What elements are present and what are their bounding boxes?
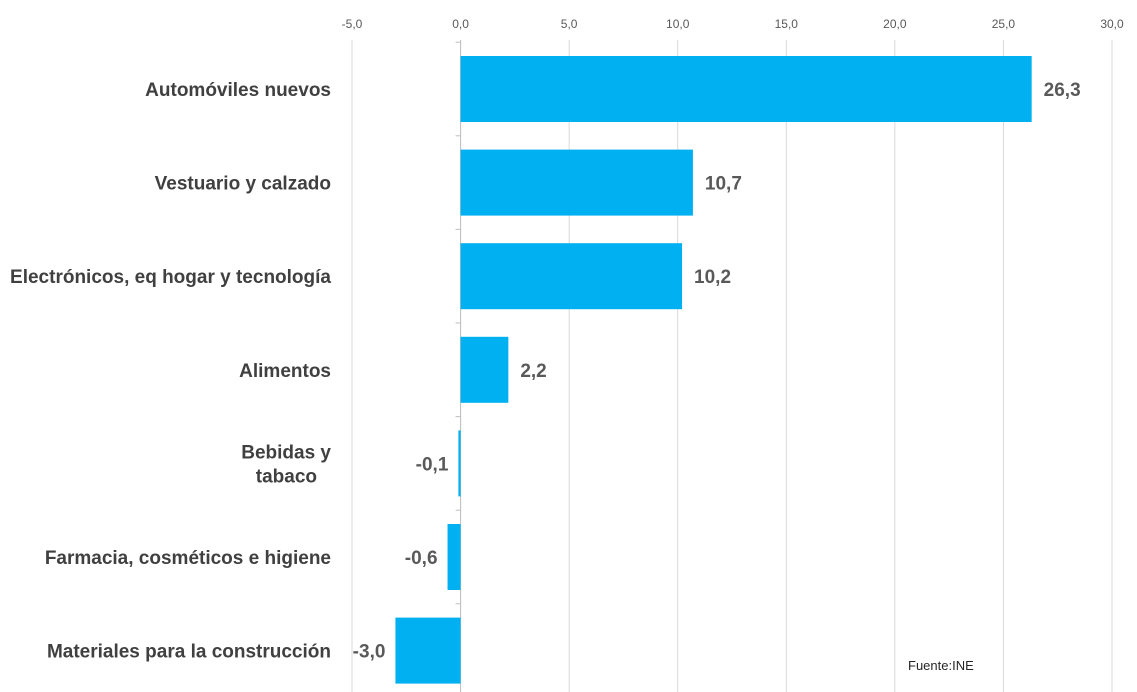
category-label: Materiales para la construcción: [47, 642, 331, 663]
x-tick-label: 15,0: [775, 17, 799, 31]
value-label: 26,3: [1044, 80, 1081, 101]
value-label: 10,7: [705, 174, 742, 195]
x-tick-label: 0,0: [452, 17, 469, 31]
category-label: Alimentos: [239, 361, 331, 382]
bar: [460, 243, 683, 310]
bar: [395, 617, 461, 684]
value-label: -0,1: [416, 454, 449, 475]
x-tick-label: 25,0: [992, 17, 1016, 31]
x-tick-label: 10,0: [666, 17, 690, 31]
category-label: Vestuario y calzado: [155, 174, 331, 195]
x-tick-label: 20,0: [883, 17, 907, 31]
value-label: -3,0: [353, 642, 386, 663]
value-labels: 26,3 10,7 10,2 2,2 -0,1 -0,6 -3,0: [353, 80, 1081, 663]
value-label: 10,2: [694, 267, 731, 288]
bar: [460, 336, 509, 403]
category-label: Automóviles nuevos: [145, 80, 331, 101]
bar: [460, 56, 1032, 122]
category-label: Farmacia, cosméticos e higiene: [45, 548, 331, 569]
x-tick-label: 30,0: [1100, 17, 1124, 31]
category-labels: Automóviles nuevos Vestuario y calzado Ele…: [10, 80, 331, 663]
value-label: 2,2: [520, 361, 546, 382]
source-note: Fuente:INE: [908, 658, 974, 673]
bar: [458, 430, 461, 497]
x-tick-label: 5,0: [561, 17, 578, 31]
bars: [395, 56, 1032, 684]
bar: [460, 149, 693, 216]
category-label: Electrónicos, eq hogar y tecnología: [10, 267, 331, 288]
x-tick-label: -5,0: [342, 17, 363, 31]
bar: [447, 524, 461, 590]
value-label: -0,6: [405, 548, 438, 569]
x-axis-ticks: -5,0 0,0 5,0 10,0 15,0 20,0 25,0 30,0: [342, 17, 1124, 31]
category-label: Bebidas y tabaco: [241, 442, 331, 487]
